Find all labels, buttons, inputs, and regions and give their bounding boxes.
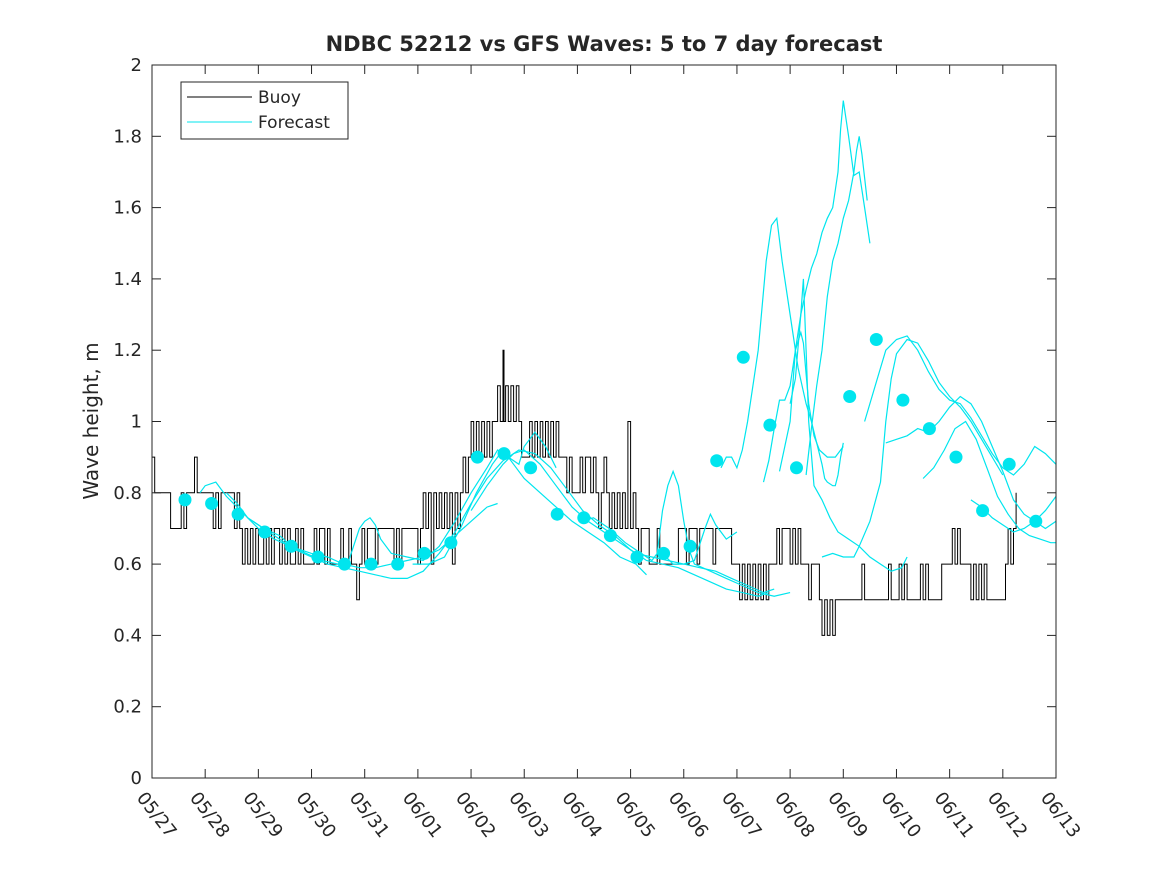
forecast-marker bbox=[710, 454, 724, 468]
forecast-marker bbox=[976, 504, 990, 518]
forecast-marker bbox=[417, 546, 431, 560]
forecast-marker bbox=[1002, 457, 1016, 471]
forecast-marker bbox=[1029, 514, 1043, 528]
forecast-marker bbox=[603, 529, 617, 543]
forecast-line bbox=[720, 216, 844, 487]
chart-title: NDBC 52212 vs GFS Waves: 5 to 7 day fore… bbox=[326, 32, 883, 56]
forecast-marker bbox=[657, 546, 671, 560]
forecast-marker bbox=[497, 447, 511, 461]
legend-buoy-label: Buoy bbox=[258, 88, 301, 108]
forecast-marker bbox=[284, 539, 298, 553]
forecast-marker bbox=[630, 550, 644, 564]
y-tick-label: 0 bbox=[131, 768, 142, 789]
legend-box bbox=[180, 81, 349, 140]
legend-forecast-label: Forecast bbox=[258, 113, 330, 133]
forecast-line bbox=[789, 278, 908, 572]
y-tick-label: 1.8 bbox=[113, 126, 142, 147]
forecast-marker bbox=[231, 507, 245, 521]
y-tick-label: 1 bbox=[131, 412, 142, 433]
y-tick-label: 1.2 bbox=[113, 340, 142, 361]
plot-area bbox=[152, 65, 1056, 778]
y-tick-label: 1.6 bbox=[113, 198, 142, 219]
legend: Buoy Forecast bbox=[180, 81, 349, 140]
forecast-marker bbox=[338, 557, 351, 571]
forecast-marker bbox=[949, 450, 963, 464]
y-tick-label: 2 bbox=[131, 55, 142, 76]
forecast-marker bbox=[577, 511, 591, 525]
forecast-marker bbox=[896, 393, 910, 407]
y-tick-label: 0.8 bbox=[113, 483, 142, 504]
y-tick-label: 0.6 bbox=[113, 554, 142, 575]
forecast-line bbox=[778, 100, 871, 472]
forecast-marker bbox=[364, 557, 378, 571]
forecast-line bbox=[805, 136, 868, 476]
forecast-marker bbox=[524, 461, 538, 475]
forecast-marker bbox=[178, 493, 192, 507]
forecast-line bbox=[821, 338, 1004, 558]
forecast-marker bbox=[683, 539, 697, 553]
y-tick-label: 1.4 bbox=[113, 269, 142, 290]
forecast-marker bbox=[444, 536, 458, 550]
forecast-line bbox=[225, 431, 557, 565]
forecast-marker bbox=[311, 550, 325, 564]
forecast-line bbox=[582, 469, 791, 597]
forecast-marker bbox=[922, 422, 936, 436]
y-tick-label: 0.4 bbox=[113, 625, 142, 646]
y-tick-label: 0.2 bbox=[113, 697, 142, 718]
forecast-marker bbox=[843, 390, 857, 403]
forecast-line bbox=[922, 420, 1056, 544]
forecast-marker bbox=[869, 333, 883, 346]
forecast-line bbox=[885, 395, 1057, 530]
forecast-marker bbox=[550, 507, 564, 521]
forecast-marker bbox=[205, 497, 219, 510]
forecast-marker bbox=[790, 461, 803, 475]
series-layer bbox=[152, 100, 1057, 636]
forecast-line bbox=[864, 335, 1057, 476]
forecast-line bbox=[762, 330, 844, 483]
forecast-marker bbox=[470, 450, 484, 464]
forecast-marker bbox=[763, 418, 777, 432]
buoy-line bbox=[152, 349, 1017, 636]
forecast-line bbox=[662, 512, 738, 565]
forecast-marker bbox=[258, 525, 272, 539]
forecast-marker bbox=[736, 350, 750, 364]
forecast-marker bbox=[391, 557, 405, 571]
forecast-line bbox=[252, 449, 769, 597]
forecast-line bbox=[470, 449, 775, 594]
y-axis-label: Wave height, m bbox=[79, 342, 103, 499]
